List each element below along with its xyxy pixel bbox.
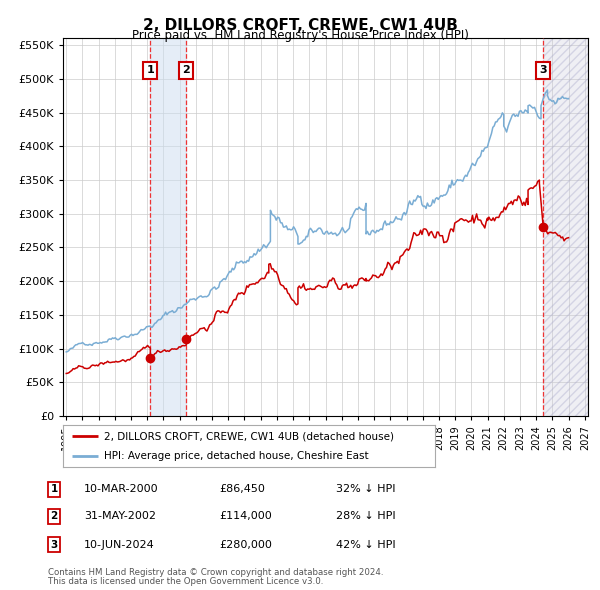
Text: £86,450: £86,450 xyxy=(219,484,265,494)
Bar xyxy=(151,38,187,416)
Text: 2, DILLORS CROFT, CREWE, CW1 4UB: 2, DILLORS CROFT, CREWE, CW1 4UB xyxy=(143,18,457,32)
Text: 31-MAY-2002: 31-MAY-2002 xyxy=(84,512,156,521)
Text: 2, DILLORS CROFT, CREWE, CW1 4UB (detached house): 2, DILLORS CROFT, CREWE, CW1 4UB (detach… xyxy=(104,431,394,441)
Text: 3: 3 xyxy=(50,540,58,549)
Text: 28% ↓ HPI: 28% ↓ HPI xyxy=(336,512,395,521)
Text: 2: 2 xyxy=(182,65,190,76)
Text: 10-MAR-2000: 10-MAR-2000 xyxy=(84,484,158,494)
Text: 32% ↓ HPI: 32% ↓ HPI xyxy=(336,484,395,494)
Bar xyxy=(543,38,588,416)
Text: £280,000: £280,000 xyxy=(219,540,272,549)
Text: £114,000: £114,000 xyxy=(219,512,272,521)
Text: Price paid vs. HM Land Registry's House Price Index (HPI): Price paid vs. HM Land Registry's House … xyxy=(131,30,469,42)
Text: 10-JUN-2024: 10-JUN-2024 xyxy=(84,540,155,549)
Bar xyxy=(543,38,588,416)
Text: 1: 1 xyxy=(50,484,58,494)
Text: This data is licensed under the Open Government Licence v3.0.: This data is licensed under the Open Gov… xyxy=(48,578,323,586)
Text: 1: 1 xyxy=(146,65,154,76)
Text: 3: 3 xyxy=(539,65,547,76)
Text: 2: 2 xyxy=(50,512,58,521)
Text: Contains HM Land Registry data © Crown copyright and database right 2024.: Contains HM Land Registry data © Crown c… xyxy=(48,568,383,577)
Text: HPI: Average price, detached house, Cheshire East: HPI: Average price, detached house, Ches… xyxy=(104,451,368,461)
Text: 42% ↓ HPI: 42% ↓ HPI xyxy=(336,540,395,549)
